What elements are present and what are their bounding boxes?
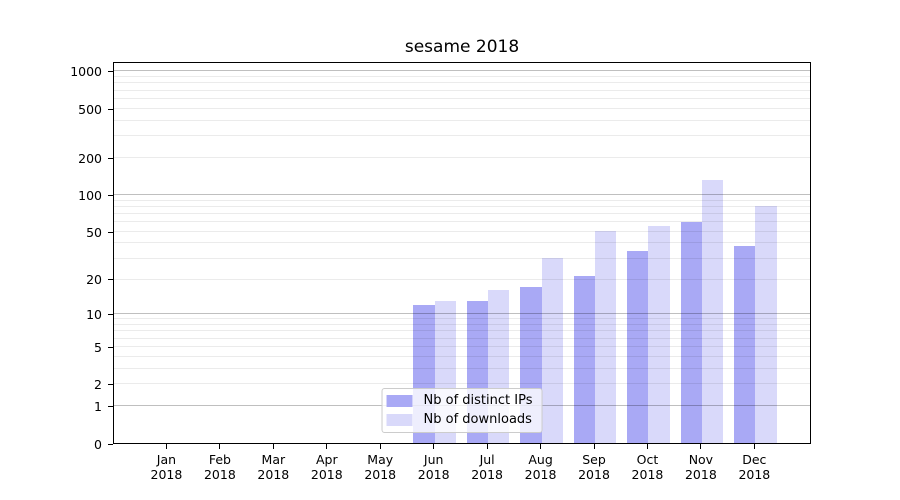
gridline-minor [114, 89, 810, 91]
x-tick-label: Nov 2018 [684, 452, 717, 482]
gridline-minor [114, 135, 810, 137]
y-tick-label: 1000 [70, 64, 102, 80]
x-axis-tick [593, 444, 595, 449]
y-axis-tick [108, 443, 113, 445]
x-tick-label: Jan 2018 [150, 452, 183, 482]
x-axis-tick [540, 444, 542, 449]
y-axis-tick [108, 231, 113, 233]
x-tick-label: Sep 2018 [578, 452, 610, 482]
y-axis-tick [108, 346, 113, 348]
legend-label-distinct-ips: Nb of distinct IPs [423, 393, 533, 408]
gridline-minor [114, 82, 810, 84]
bar-distinct-ips-oct [627, 251, 649, 443]
x-tick-label: Dec 2018 [738, 452, 771, 482]
x-tick-label: Mar 2018 [257, 452, 290, 482]
x-tick-label: Feb 2018 [203, 452, 236, 482]
bar-distinct-ips-sep [573, 276, 595, 443]
gridline-minor [114, 119, 810, 121]
bar-downloads-oct [648, 226, 670, 443]
x-axis-tick [272, 444, 274, 449]
y-axis-tick [108, 384, 113, 386]
x-axis-tick [326, 444, 328, 449]
x-axis-tick [486, 444, 488, 449]
y-axis-tick [108, 108, 113, 110]
x-axis-tick [219, 444, 221, 449]
y-tick-label: 50 [86, 224, 102, 240]
chart-title: sesame 2018 [404, 37, 520, 57]
gridline-minor [114, 97, 810, 99]
x-axis-tick [753, 444, 755, 449]
legend-item-downloads: Nb of downloads [386, 412, 533, 427]
y-tick-label: 200 [78, 150, 102, 166]
gridline-minor [114, 107, 810, 109]
gridline-major [114, 70, 810, 72]
bar-downloads-dec [755, 206, 777, 443]
legend-swatch-distinct-ips [386, 395, 413, 407]
bar-distinct-ips-dec [733, 245, 756, 443]
x-tick-label: May 2018 [364, 452, 397, 482]
y-axis-tick [108, 279, 113, 281]
y-tick-label: 500 [78, 101, 102, 117]
y-tick-label: 2 [94, 377, 102, 393]
x-tick-label: Jun 2018 [417, 452, 450, 482]
bar-distinct-ips-nov [680, 221, 702, 443]
x-tick-label: Apr 2018 [310, 452, 343, 482]
y-tick-label: 10 [86, 307, 102, 323]
plot-area: Nb of distinct IPs Nb of downloads [113, 62, 811, 444]
x-axis-tick [646, 444, 648, 449]
bar-downloads-sep [595, 231, 617, 443]
gridline-minor [114, 75, 810, 77]
x-axis-tick [433, 444, 435, 449]
x-tick-label: Aug 2018 [524, 452, 557, 482]
y-axis-tick [108, 157, 113, 159]
legend-item-distinct-ips: Nb of distinct IPs [386, 393, 533, 408]
legend-swatch-downloads [386, 414, 413, 426]
y-axis-tick [108, 194, 113, 196]
bar-downloads-nov [701, 180, 724, 443]
bar-downloads-aug [541, 258, 563, 443]
gridline-minor [114, 156, 810, 158]
y-axis-tick [108, 314, 113, 316]
y-tick-label: 0 [94, 436, 102, 452]
y-tick-label: 100 [78, 187, 102, 203]
y-axis-tick [108, 71, 113, 73]
y-tick-label: 5 [94, 339, 102, 355]
y-tick-label: 1 [94, 399, 102, 415]
legend: Nb of distinct IPs Nb of downloads [381, 388, 543, 433]
x-tick-label: Jul 2018 [471, 452, 504, 482]
x-axis-tick [379, 444, 381, 449]
x-axis-tick [700, 444, 702, 449]
legend-label-downloads: Nb of downloads [423, 412, 532, 427]
x-tick-label: Oct 2018 [631, 452, 664, 482]
y-axis-tick [108, 406, 113, 408]
x-axis-tick [165, 444, 167, 449]
y-tick-label: 20 [86, 272, 102, 288]
